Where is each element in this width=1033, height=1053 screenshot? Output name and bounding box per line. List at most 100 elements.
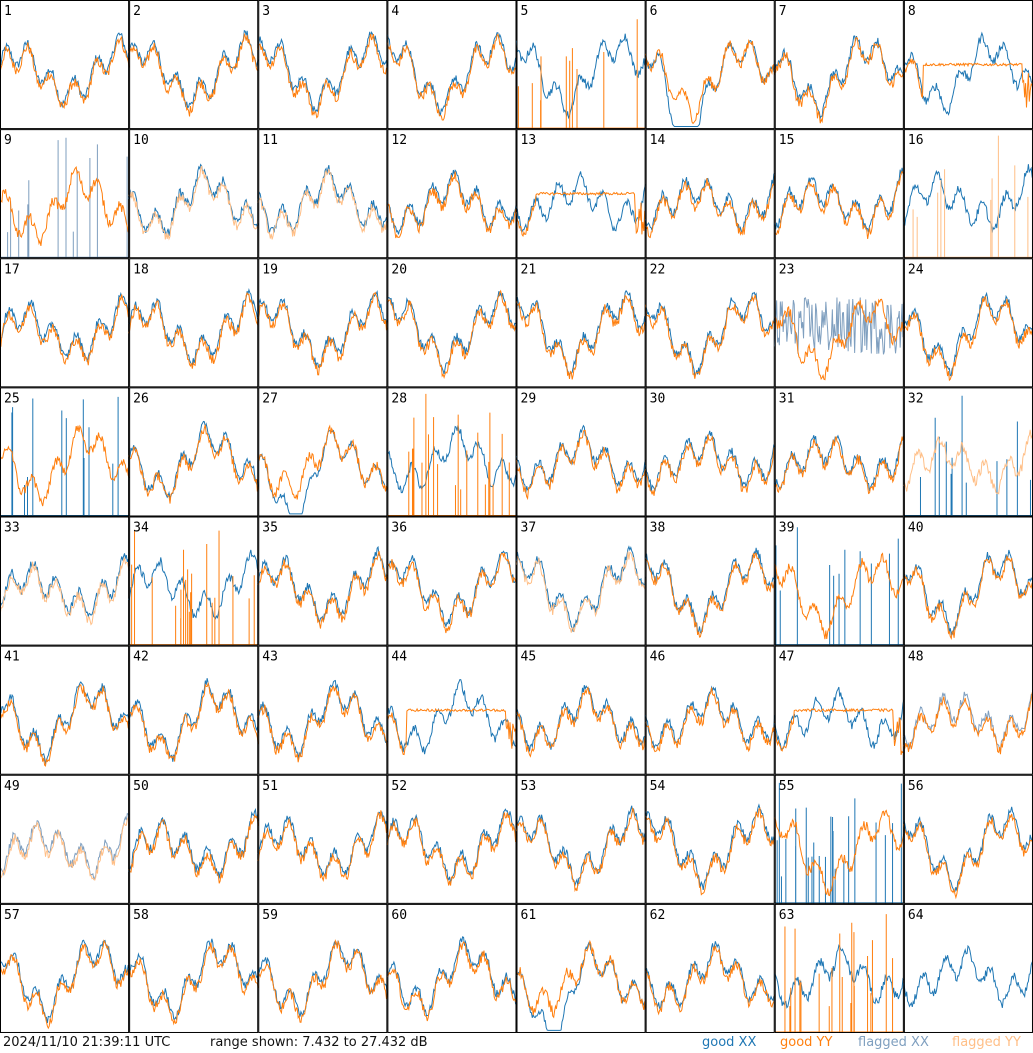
panel-border-4	[387, 0, 517, 130]
series-yy-56	[903, 813, 1033, 900]
panel-25: 25	[0, 387, 130, 517]
series-yy-46	[645, 687, 776, 753]
panel-35: 35	[257, 516, 388, 646]
series-xx-29	[516, 424, 647, 493]
series-xx-40	[903, 549, 1033, 636]
panel-border-59	[258, 903, 388, 1033]
series-yy-25	[0, 424, 130, 507]
series-yy-19	[257, 291, 388, 376]
series-xx-13	[516, 171, 647, 233]
panel-3: 3	[257, 0, 388, 130]
panel-7: 7	[774, 0, 905, 130]
panel-label-39: 39	[779, 521, 795, 536]
panel-44: 44	[386, 645, 517, 775]
series-yy-13	[516, 191, 646, 238]
series-yy-61	[516, 939, 647, 1019]
panel-border-58	[129, 903, 259, 1033]
panel-20: 20	[386, 258, 517, 388]
panel-54: 54	[645, 774, 776, 904]
panel-label-5: 5	[521, 4, 529, 19]
series-yy-53	[516, 807, 646, 893]
panel-border-37	[516, 516, 646, 646]
panel-50: 50	[128, 774, 259, 904]
panel-border-6	[645, 0, 775, 130]
series-yy-55	[774, 809, 905, 897]
series-xx-50	[128, 807, 259, 879]
panel-label-40: 40	[908, 521, 924, 536]
panel-6: 6	[645, 0, 776, 130]
legend-flagged-yy: flagged YY	[952, 1035, 1021, 1050]
legend-good-xx: good XX	[702, 1035, 757, 1050]
panel-border-24	[903, 258, 1033, 388]
series-xx-58	[128, 938, 259, 1021]
series-xx-37	[516, 545, 647, 632]
series-yy-59	[257, 939, 388, 1023]
series-xx-25	[0, 396, 130, 517]
panel-border-23	[774, 258, 904, 388]
series-yy-35	[257, 551, 388, 629]
panel-16: 16	[903, 129, 1033, 259]
panel-label-63: 63	[779, 908, 795, 923]
panel-label-59: 59	[262, 908, 278, 923]
panel-border-20	[387, 258, 517, 388]
series-xx-57	[0, 939, 130, 1024]
series-xx-41	[0, 681, 130, 765]
series-yy-30	[645, 434, 775, 496]
panel-49: 49	[0, 774, 130, 904]
panel-label-34: 34	[133, 521, 149, 536]
series-yy-15	[774, 170, 905, 240]
series-xx-26	[128, 420, 259, 500]
series-yy-28	[387, 393, 517, 517]
panel-border-5	[516, 0, 646, 130]
panel-28: 28	[386, 387, 517, 517]
panel-19: 19	[257, 258, 388, 388]
panel-60: 60	[386, 903, 517, 1033]
panel-border-60	[387, 903, 517, 1033]
series-yy-8	[903, 58, 1033, 108]
panel-37: 37	[516, 516, 647, 646]
panel-border-10	[129, 129, 259, 259]
panel-border-14	[645, 129, 775, 259]
panel-label-19: 19	[262, 262, 278, 277]
panel-48: 48	[903, 645, 1033, 775]
panel-label-44: 44	[391, 650, 407, 665]
series-xx-19	[257, 289, 388, 368]
panel-8: 8	[903, 0, 1033, 130]
panel-border-63	[774, 903, 904, 1033]
panel-border-15	[774, 129, 904, 259]
series-yy-38	[645, 552, 776, 638]
panel-border-33	[0, 516, 130, 646]
panel-label-29: 29	[521, 391, 537, 406]
panel-border-48	[903, 645, 1033, 775]
series-xx-44	[386, 678, 517, 755]
panel-31: 31	[774, 387, 905, 517]
panel-56: 56	[903, 774, 1033, 904]
series-yy-16	[903, 135, 1033, 259]
panel-label-62: 62	[650, 908, 666, 923]
legend-flagged-xx: flagged XX	[858, 1035, 929, 1050]
series-xx-34	[128, 549, 259, 620]
series-yy-63	[774, 914, 904, 1033]
panel-label-54: 54	[650, 779, 666, 794]
panel-border-1	[0, 0, 130, 130]
panel-62: 62	[645, 903, 776, 1033]
panel-border-25	[0, 387, 130, 517]
series-xx-38	[645, 547, 776, 635]
series-yy-26	[128, 424, 259, 504]
series-xx-16	[903, 164, 1033, 233]
series-xx-7	[774, 35, 905, 120]
series-xx-2	[129, 29, 259, 109]
series-xx-48	[903, 689, 1033, 752]
series-yy-34	[129, 529, 259, 646]
panel-27: 27	[257, 387, 388, 517]
panel-label-18: 18	[133, 262, 149, 277]
series-yy-5	[516, 19, 646, 130]
panel-label-16: 16	[908, 133, 924, 148]
series-xx-14	[645, 172, 776, 233]
panel-label-30: 30	[650, 391, 666, 406]
series-yy-10	[128, 165, 259, 241]
panel-61: 61	[516, 903, 647, 1033]
series-xx-22	[645, 291, 776, 377]
panel-label-17: 17	[4, 262, 20, 277]
panel-border-30	[645, 387, 775, 517]
